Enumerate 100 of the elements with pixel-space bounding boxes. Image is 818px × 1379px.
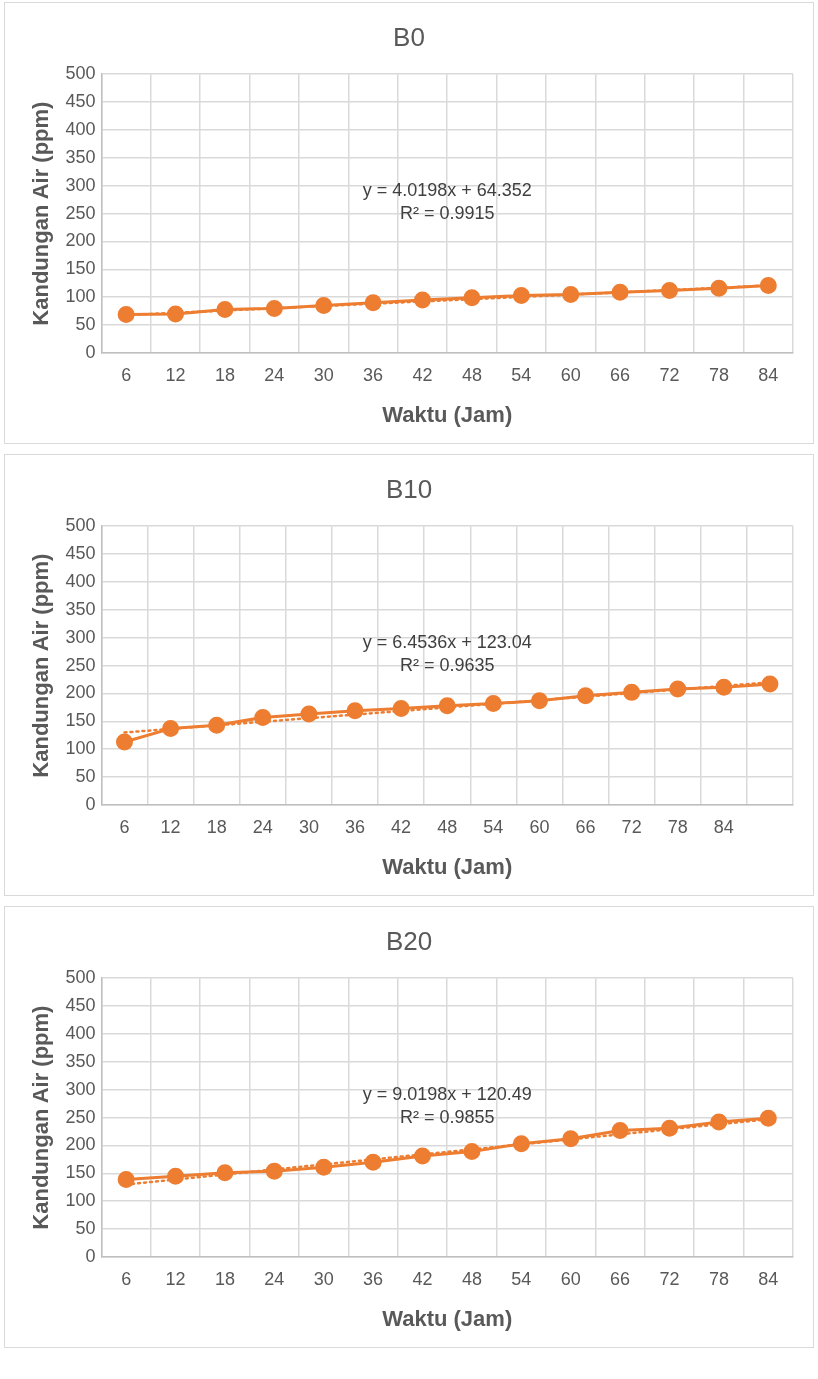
annotation: y = 9.0198x + 120.49 [362,1084,532,1105]
x-tick-label: 42 [391,816,412,837]
point [162,720,180,738]
point [562,1130,580,1148]
y-tick-label: 350 [65,146,96,167]
x-tick-label: 72 [659,364,680,385]
point [661,282,679,300]
x-tick-label: 72 [659,1268,680,1289]
y-tick-label: 500 [65,63,96,84]
x-tick-label: 84 [758,1268,779,1289]
point [414,291,432,309]
annotation: R² = 0.9915 [399,203,495,224]
point [710,279,728,297]
point [254,708,272,726]
point [512,1135,530,1153]
y-tick-label: 50 [75,314,96,335]
y-tick-label: 50 [75,766,96,787]
x-tick-label: 24 [252,816,273,837]
x-tick-label: 60 [560,364,581,385]
y-tick-label: 400 [65,118,96,139]
point [669,680,687,698]
y-tick-label: 0 [85,793,96,814]
y-tick-label: 500 [65,967,96,988]
point [364,294,382,312]
point [392,700,410,718]
point [115,733,133,751]
x-tick-label: 72 [621,816,642,837]
point [117,1170,135,1188]
x-tick-label: 18 [214,1268,235,1289]
y-tick-label: 150 [65,258,96,279]
point [484,695,502,713]
annotation: y = 4.0198x + 64.352 [362,180,532,201]
x-tick-label: 66 [575,816,596,837]
y-tick-label: 400 [65,570,96,591]
x-tick-label: 24 [264,364,285,385]
x-tick-label: 12 [165,1268,186,1289]
point [715,678,733,696]
point [759,277,777,295]
x-axis-title: Waktu (Jam) [382,1305,513,1331]
point [577,687,595,705]
point [216,301,234,319]
point [611,283,629,301]
chart-title: B0 [393,21,425,52]
annotation: y = 6.4536x + 123.04 [362,632,532,653]
x-tick-label: 54 [511,1268,532,1289]
x-tick-label: 54 [483,816,504,837]
x-tick-label: 42 [412,1268,433,1289]
x-tick-label: 12 [165,364,186,385]
x-tick-label: 48 [461,364,482,385]
y-tick-label: 300 [65,1078,96,1099]
x-tick-label: 42 [412,364,433,385]
y-tick-label: 450 [65,543,96,564]
y-tick-label: 250 [65,202,96,223]
y-tick-label: 150 [65,710,96,731]
x-tick-label: 6 [121,1268,132,1289]
x-tick-label: 78 [708,364,729,385]
y-tick-label: 0 [85,341,96,362]
y-tick-label: 100 [65,286,96,307]
point [759,1109,777,1127]
y-axis-title: Kandungan Air (ppm) [28,101,54,326]
x-tick-label: 48 [461,1268,482,1289]
point [208,716,226,734]
y-axis-title: Kandungan Air (ppm) [28,553,54,778]
x-tick-label: 36 [363,364,384,385]
y-tick-label: 50 [75,1218,96,1239]
x-tick-label: 30 [313,364,334,385]
y-tick-label: 0 [85,1245,96,1266]
chart-title: B10 [385,473,433,504]
annotation: R² = 0.9635 [399,655,495,676]
point [761,675,779,693]
x-tick-label: 24 [264,1268,285,1289]
y-tick-label: 250 [65,1106,96,1127]
y-tick-label: 500 [65,515,96,536]
y-tick-label: 350 [65,1050,96,1071]
y-tick-label: 300 [65,626,96,647]
x-tick-label: 66 [610,364,631,385]
x-tick-label: 66 [610,1268,631,1289]
point [315,297,333,315]
x-tick-label: 18 [206,816,227,837]
x-tick-label: 78 [708,1268,729,1289]
point [710,1113,728,1131]
x-tick-label: 84 [713,816,734,837]
x-tick-label: 30 [313,1268,334,1289]
y-tick-label: 250 [65,654,96,675]
point [463,1143,481,1161]
y-tick-label: 450 [65,91,96,112]
x-axis-title: Waktu (Jam) [382,853,513,879]
point [661,1119,679,1137]
point [463,289,481,307]
point [265,299,283,317]
y-tick-label: 350 [65,598,96,619]
x-tick-label: 12 [160,816,181,837]
x-tick-label: 30 [298,816,319,837]
x-tick-label: 60 [529,816,550,837]
point [216,1164,234,1182]
annotation: R² = 0.9855 [399,1107,495,1128]
point [562,285,580,303]
point [265,1162,283,1180]
x-tick-label: 84 [758,364,779,385]
x-tick-label: 36 [363,1268,384,1289]
